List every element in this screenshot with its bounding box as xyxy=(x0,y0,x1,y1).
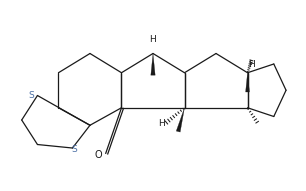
Polygon shape xyxy=(151,53,155,75)
Polygon shape xyxy=(246,73,249,92)
Text: S: S xyxy=(71,145,77,154)
Text: O: O xyxy=(94,150,102,160)
Text: S: S xyxy=(28,91,34,100)
Text: H: H xyxy=(248,60,254,69)
Text: H: H xyxy=(150,35,156,44)
Polygon shape xyxy=(176,108,185,132)
Text: H: H xyxy=(159,119,165,128)
